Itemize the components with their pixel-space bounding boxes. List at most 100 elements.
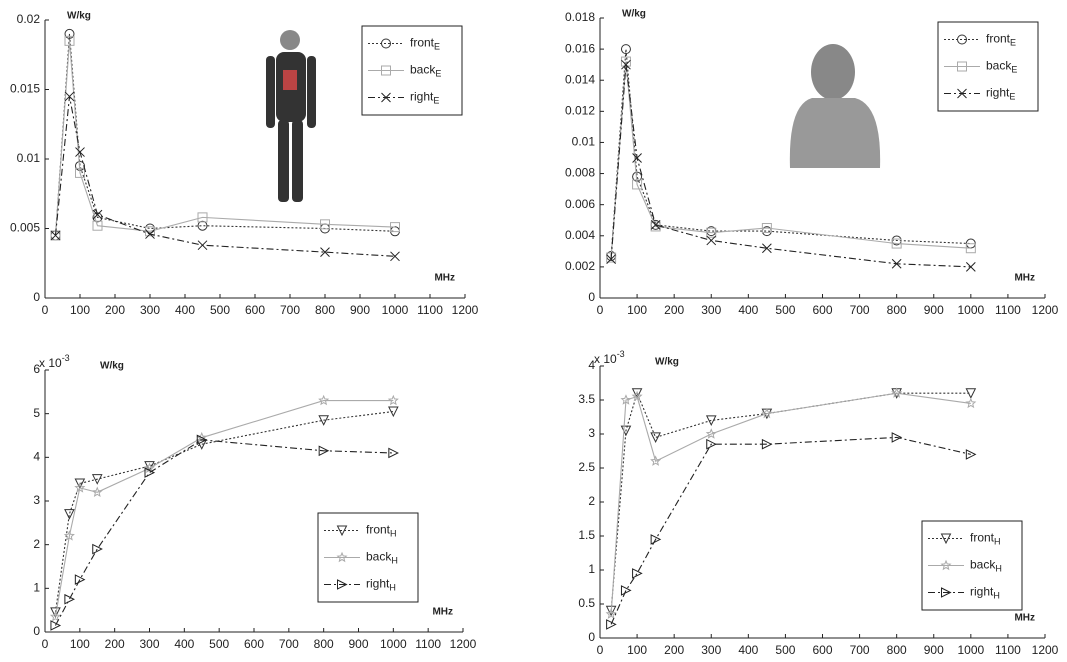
marker: [197, 220, 208, 231]
legend-label: frontE: [410, 36, 440, 52]
x-tick-label: 900: [924, 643, 944, 657]
legend-label: backE: [986, 59, 1017, 75]
legend-subscript: E: [1009, 92, 1015, 102]
x-tick-label: 200: [105, 637, 125, 651]
x-tick-label: 900: [350, 303, 370, 317]
x-tick-label: 700: [850, 303, 870, 317]
y-tick-label: 0.5: [578, 596, 595, 610]
marker: [606, 254, 616, 264]
x-tick-label: 1200: [450, 637, 477, 651]
y-tick-label: 0.005: [10, 221, 40, 235]
x-tick-label: 1200: [1032, 643, 1059, 657]
marker: [64, 593, 76, 605]
series-line: [54, 400, 394, 617]
marker: [197, 212, 208, 223]
y-unit-label: W/kg: [100, 361, 124, 372]
series-line: [610, 392, 971, 615]
y-tick-label: 3: [588, 426, 595, 440]
legend-label: backH: [366, 550, 398, 566]
x-tick-label: 800: [314, 637, 334, 651]
marker: [621, 59, 631, 70]
y-tick-label: 0.02: [17, 12, 41, 26]
marker: [705, 415, 717, 427]
marker: [631, 388, 643, 399]
y-tick-label: 0.002: [565, 259, 595, 273]
legend-box: [317, 512, 419, 603]
x-tick-label: 800: [315, 303, 335, 317]
marker: [196, 434, 208, 446]
marker: [336, 525, 348, 537]
marker: [940, 533, 952, 545]
marker: [144, 467, 156, 478]
marker: [318, 415, 329, 426]
x-tick-label: 1000: [380, 637, 407, 651]
marker: [965, 388, 977, 399]
series-line: [54, 33, 396, 236]
y-tick-label: 4: [588, 358, 595, 372]
y-scale-exponent: -3: [62, 353, 70, 363]
x-tick-label: 600: [245, 303, 265, 317]
x-tick-label: 600: [244, 637, 264, 651]
marker: [336, 551, 348, 563]
x-tick-label: 400: [738, 303, 758, 317]
y-scale-exponent: -3: [617, 349, 625, 359]
x-unit-label: MHz: [432, 607, 453, 618]
x-tick-label: 1100: [415, 637, 441, 651]
y-tick-label: 2.5: [578, 460, 595, 474]
series-line: [610, 391, 971, 611]
x-tick-label: 1000: [957, 643, 984, 657]
legend-label: rightE: [986, 86, 1015, 102]
marker: [620, 44, 631, 55]
legend-name: right: [366, 577, 390, 591]
y-tick-label: 0: [33, 290, 40, 304]
x-tick-label: 100: [70, 303, 90, 317]
marker: [337, 579, 348, 590]
marker: [891, 238, 902, 249]
series-line: [54, 410, 394, 613]
marker: [705, 428, 717, 439]
y-tick-label: 0.008: [565, 166, 595, 180]
series-line: [610, 436, 971, 625]
marker: [381, 65, 391, 76]
marker: [891, 387, 903, 398]
y-tick-label: 0: [588, 290, 595, 304]
x-tick-label: 300: [701, 303, 721, 317]
y-unit-label: W/kg: [622, 9, 646, 20]
series-line: [54, 96, 396, 257]
marker: [320, 219, 330, 230]
legend-subscript: E: [1010, 38, 1016, 48]
y-tick-label: 0: [588, 630, 595, 644]
marker: [761, 223, 772, 233]
x-tick-label: 1200: [452, 303, 479, 317]
y-tick-label: 0.004: [565, 228, 595, 242]
marker: [957, 61, 967, 72]
marker: [620, 585, 632, 596]
x-tick-label: 300: [140, 303, 160, 317]
legend-label: rightH: [970, 585, 1000, 601]
legend-name: back: [986, 59, 1012, 73]
legend-label: rightE: [410, 90, 439, 106]
series-line: [610, 49, 971, 257]
marker: [650, 534, 662, 545]
x-tick-label: 900: [924, 303, 944, 317]
marker: [706, 235, 717, 246]
marker: [761, 438, 773, 450]
marker: [64, 28, 75, 39]
y-tick-label: 3.5: [578, 392, 595, 406]
marker: [940, 559, 952, 571]
y-tick-label: 0.014: [565, 72, 595, 86]
legend-subscript: E: [1011, 65, 1017, 75]
marker: [957, 34, 967, 45]
y-tick-label: 6: [33, 362, 40, 376]
marker: [390, 222, 400, 233]
y-tick-label: 0.01: [17, 151, 41, 165]
y-tick-label: 0: [33, 624, 40, 638]
body-model-image: [266, 30, 316, 202]
x-tick-label: 600: [812, 303, 832, 317]
legend-label: backH: [970, 558, 1002, 574]
